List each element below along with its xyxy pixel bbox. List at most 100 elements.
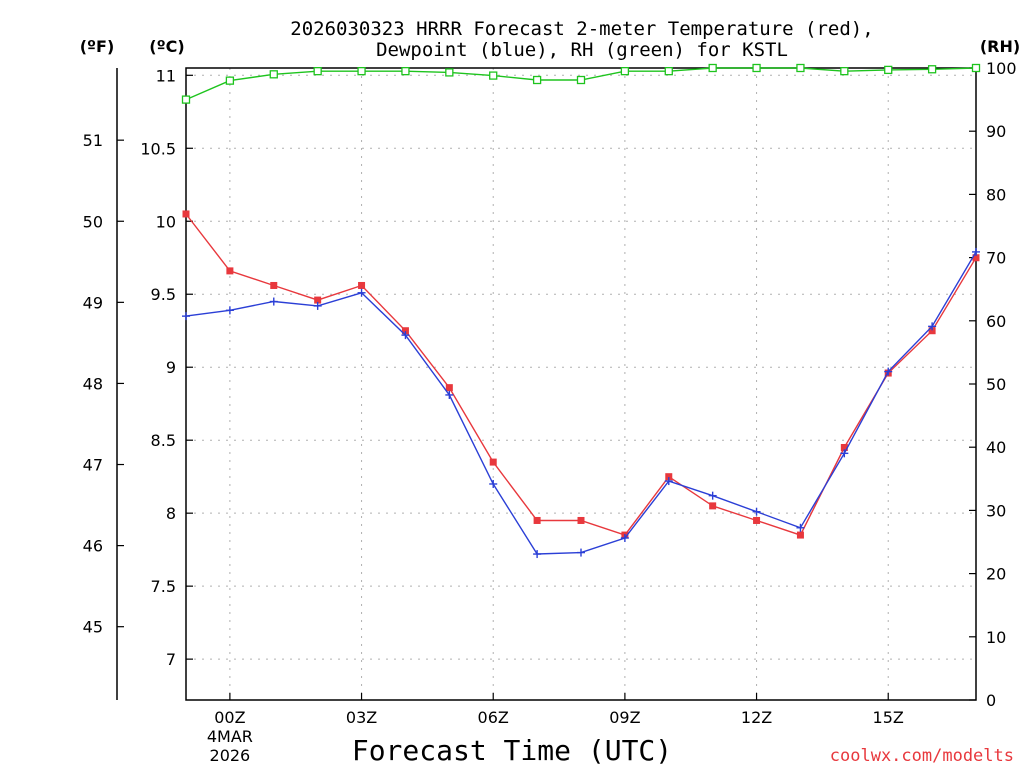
dewpoint-point [752, 507, 761, 516]
dewpoint-point [357, 288, 366, 297]
plot-frame [185, 67, 977, 701]
rh-tick-label: 20 [986, 565, 1006, 584]
dewpoint-point [401, 331, 410, 340]
dewpoint-series [182, 247, 980, 559]
temperature-point [577, 516, 585, 524]
temperature-point [840, 443, 848, 451]
x-axis-title: Forecast Time (UTC) [352, 734, 672, 767]
temperature-point [270, 281, 278, 289]
rh-point [752, 63, 761, 73]
temperature-point [182, 210, 190, 218]
rh-tick-label: 0 [986, 691, 996, 710]
time-tick-date: 4MAR [207, 727, 253, 746]
temperature-point [928, 327, 936, 335]
dewpoint-point [489, 479, 498, 488]
time-tick-year: 2026 [210, 746, 251, 765]
rh-tick-label: 40 [986, 438, 1006, 457]
celsius-axis: 7 7.5 8 8.5 9 9.5 10 10.5 11 [140, 66, 193, 669]
fahrenheit-tick-label: 47 [83, 456, 103, 475]
celsius-tick-label: 11 [156, 66, 176, 85]
temperature-point [665, 473, 673, 481]
rh-point [708, 63, 717, 73]
fahrenheit-tick-label: 48 [83, 374, 103, 393]
temperature-point [753, 516, 761, 524]
dewpoint-point [708, 491, 717, 500]
celsius-tick-label: 8.5 [151, 431, 176, 450]
rh-point [884, 65, 893, 75]
rh-point [269, 70, 278, 79]
rh-tick-label: 80 [986, 185, 1006, 204]
rh-point [796, 63, 805, 73]
dewpoint-point [182, 312, 190, 321]
dewpoint-point [269, 297, 278, 306]
unit-label-rh: (RH) [980, 37, 1020, 56]
celsius-tick-label: 10.5 [140, 139, 176, 158]
credit-link[interactable]: coolwx.com/modelts [830, 746, 1014, 766]
temperature-point [533, 516, 541, 524]
rh-point [489, 71, 498, 80]
time-tick-label: 15Z [873, 708, 904, 727]
dewpoint-point [972, 247, 980, 256]
dewpoint-point [796, 523, 805, 532]
rh-axis: 0 10 20 30 40 50 60 70 80 90 100 [969, 59, 1017, 710]
dewpoint-point [533, 550, 542, 559]
rh-point [620, 67, 630, 76]
chart-title-line2: Dewpoint (blue), RH (green) for KSTL [376, 39, 788, 61]
temperature-point [401, 327, 409, 335]
dewpoint-point [620, 533, 629, 542]
rh-point [225, 76, 235, 85]
rh-tick-label: 10 [986, 628, 1006, 647]
grid-lines [186, 68, 976, 700]
rh-tick-label: 60 [986, 312, 1006, 331]
dewpoint-line [185, 251, 977, 555]
rh-point [971, 63, 981, 73]
series-layer [181, 63, 981, 559]
rh-point [181, 95, 191, 104]
dewpoint-point [928, 322, 937, 331]
celsius-tick-label: 10 [156, 212, 176, 231]
temperature-point [709, 502, 717, 510]
dewpoint-point [840, 449, 849, 458]
rh-point [357, 67, 366, 76]
fahrenheit-tick-label: 51 [83, 131, 103, 150]
fahrenheit-tick-label: 46 [83, 537, 103, 556]
rh-tick-label: 70 [986, 249, 1006, 268]
temperature-line [185, 213, 977, 536]
temperature-point [226, 267, 234, 275]
temperature-point [445, 384, 453, 392]
rh-point [664, 67, 673, 76]
dewpoint-point [664, 477, 673, 486]
unit-label-celsius: (ºC) [149, 37, 184, 56]
rh-point [313, 67, 322, 76]
rh-tick-label: 100 [986, 59, 1017, 78]
celsius-tick-label: 9 [166, 358, 176, 377]
temperature-point [489, 458, 497, 466]
fahrenheit-axis: 45 46 47 48 49 50 51 [83, 131, 124, 637]
fahrenheit-tick-label: 50 [83, 212, 103, 231]
rh-tick-label: 50 [986, 375, 1006, 394]
rh-tick-label: 90 [986, 122, 1006, 141]
fahrenheit-tick-label: 45 [83, 618, 103, 637]
chart-title-line1: 2026030323 HRRR Forecast 2-meter Tempera… [290, 18, 873, 40]
time-tick-label: 00Z [214, 708, 245, 727]
temperature-point [358, 281, 366, 289]
time-tick-label: 12Z [741, 708, 772, 727]
time-tick-label: 03Z [346, 708, 377, 727]
temperature-point [314, 296, 322, 304]
rh-point [401, 67, 410, 76]
time-tick-label: 06Z [478, 708, 509, 727]
celsius-tick-label: 8 [166, 504, 176, 523]
temperature-point [796, 531, 804, 539]
fahrenheit-tick-label: 49 [83, 293, 103, 312]
dewpoint-point [313, 301, 322, 310]
rh-point [927, 65, 937, 74]
dewpoint-point [225, 306, 234, 315]
dewpoint-point [445, 390, 454, 399]
time-tick-label: 09Z [609, 708, 640, 727]
celsius-tick-label: 7 [166, 650, 176, 669]
rh-point [576, 75, 586, 85]
rh-point [840, 67, 849, 76]
dewpoint-point [884, 367, 893, 376]
